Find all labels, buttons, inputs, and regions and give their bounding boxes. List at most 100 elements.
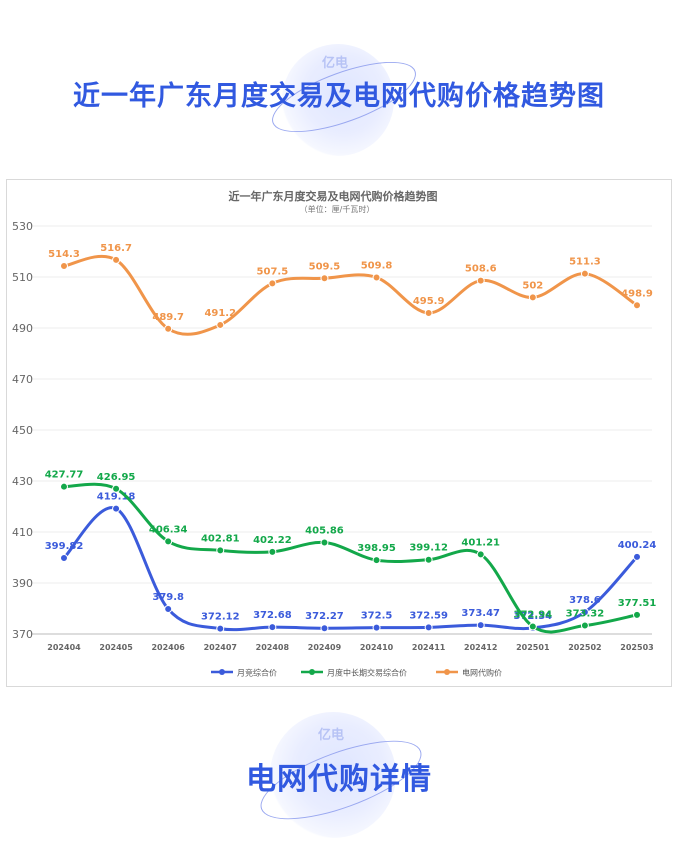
data-point <box>164 324 173 333</box>
data-point <box>580 269 589 278</box>
data-label: 402.22 <box>253 535 292 546</box>
chart-title: 近一年广东月度交易及电网代购价格趋势图 <box>229 189 438 203</box>
data-point <box>476 276 485 285</box>
legend: 月竞综合价 月度中长期交易综合价 电网代购价 <box>211 668 502 678</box>
data-point <box>633 610 641 619</box>
data-label: 502 <box>522 280 543 291</box>
data-label: 495.9 <box>413 296 445 307</box>
data-label: 509.8 <box>361 261 393 272</box>
data-point <box>60 262 68 271</box>
data-point <box>476 621 485 630</box>
data-point <box>580 608 589 617</box>
y-axis: 370 390 410 430 450 470 490 510 530 <box>12 220 33 641</box>
data-label: 373.47 <box>461 608 500 619</box>
top-logo-decoration <box>282 44 394 156</box>
data-point <box>633 301 641 310</box>
section-title: 电网代购详情 <box>246 762 432 797</box>
data-label: 378.6 <box>569 595 601 606</box>
legend-marker <box>309 669 315 675</box>
chart-subtitle: （单位：厘/千瓦时） <box>300 204 375 214</box>
y-tick-label: 450 <box>12 424 33 437</box>
data-label: 491.2 <box>204 308 236 319</box>
data-point <box>268 279 277 288</box>
data-label: 426.95 <box>97 472 136 483</box>
data-point <box>268 547 277 556</box>
legend-item: 月度中长期交易综合价 <box>301 668 407 678</box>
legend-label: 电网代购价 <box>462 668 502 678</box>
data-label: 399.12 <box>409 543 448 554</box>
top-logo-text: 亿电 <box>322 56 349 71</box>
series-1: 427.77 426.95 406.34 402.81 402.22 405.86 398.… <box>45 470 657 634</box>
x-tick-label: 202405 <box>99 643 133 652</box>
data-label: 372.68 <box>253 610 292 621</box>
x-tick-label: 202408 <box>256 643 290 652</box>
y-tick-label: 430 <box>12 475 33 488</box>
x-tick-label: 202502 <box>568 643 601 652</box>
data-label: 511.3 <box>569 257 601 268</box>
legend-marker <box>444 669 450 675</box>
x-tick-label: 202410 <box>360 643 394 652</box>
legend-item: 电网代购价 <box>436 668 502 678</box>
data-label: 372.5 <box>361 611 393 622</box>
legend-item: 月竞综合价 <box>211 668 277 678</box>
data-point <box>112 484 121 493</box>
y-tick-label: 410 <box>12 526 33 539</box>
data-point <box>372 556 381 565</box>
data-point <box>424 555 433 564</box>
series-line <box>63 254 638 336</box>
legend-marker <box>219 669 225 675</box>
data-label: 402.81 <box>201 533 240 544</box>
x-tick-label: 202406 <box>151 643 185 652</box>
data-point <box>528 293 537 302</box>
legend-label: 月竞综合价 <box>237 668 277 678</box>
data-point <box>60 482 68 491</box>
data-label: 377.51 <box>618 598 657 609</box>
y-tick-label: 510 <box>12 271 33 284</box>
x-tick-label: 202411 <box>412 643 446 652</box>
y-tick-label: 490 <box>12 322 33 335</box>
data-point <box>633 552 641 561</box>
series-0: 399.82 419.18 379.8 372.12 372.68 372.27 372.5… <box>45 492 657 633</box>
line-chart: 近一年广东月度交易及电网代购价格趋势图 （单位：厘/千瓦时） 370 390 410… <box>12 189 657 678</box>
legend-label: 月度中长期交易综合价 <box>327 668 407 678</box>
chart-card: 近一年广东月度交易及电网代购价格趋势图 （单位：厘/千瓦时） 370 390 410… <box>6 179 672 687</box>
data-point <box>372 623 381 632</box>
grid-lines <box>31 225 652 635</box>
data-point <box>320 538 329 547</box>
data-point <box>164 537 173 546</box>
x-tick-label: 202412 <box>464 643 497 652</box>
x-tick-label: 202503 <box>620 643 653 652</box>
bottom-logo-decoration <box>270 712 396 838</box>
data-label: 372.12 <box>201 612 240 623</box>
data-point <box>424 623 433 632</box>
x-tick-label: 202407 <box>204 643 237 652</box>
data-label: 405.86 <box>305 526 344 537</box>
bottom-logo-text: 亿电 <box>318 728 345 743</box>
data-point <box>216 546 225 555</box>
data-label: 419.18 <box>97 492 136 503</box>
data-label: 406.34 <box>149 524 188 535</box>
page-title: 近一年广东月度交易及电网代购价格趋势图 <box>73 81 605 112</box>
data-label: 379.8 <box>152 592 184 603</box>
data-label: 400.24 <box>618 540 657 551</box>
data-label: 372.27 <box>305 611 344 622</box>
data-label: 372.59 <box>409 610 448 621</box>
data-point <box>60 553 68 562</box>
data-point <box>476 550 485 559</box>
data-point <box>372 273 381 282</box>
data-point <box>112 504 121 513</box>
y-tick-label: 470 <box>12 373 33 386</box>
data-point <box>216 320 225 329</box>
series-lines: 399.82 419.18 379.8 372.12 372.68 372.27 372.5… <box>45 243 657 634</box>
data-point <box>528 622 537 631</box>
data-label: 509.5 <box>309 261 341 272</box>
data-label: 508.6 <box>465 264 497 275</box>
data-label: 373.32 <box>566 609 605 620</box>
data-label: 498.9 <box>621 288 653 299</box>
data-point <box>112 255 121 264</box>
data-label: 489.7 <box>152 312 184 323</box>
data-point <box>424 308 433 317</box>
y-tick-label: 530 <box>12 220 33 233</box>
data-label: 372.94 <box>514 610 553 621</box>
data-point <box>164 605 173 614</box>
